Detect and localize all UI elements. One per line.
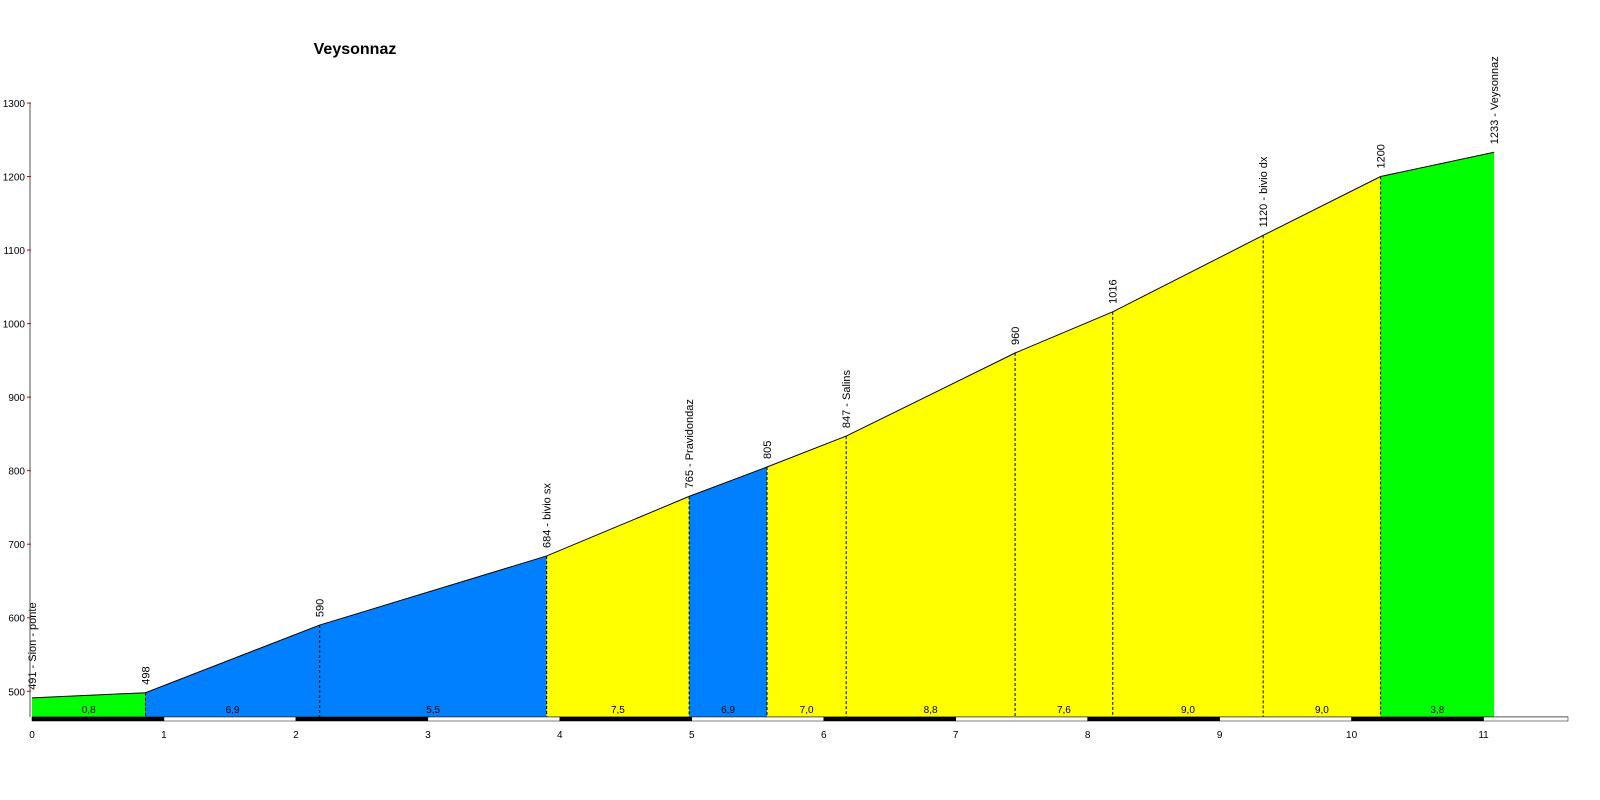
km-ruler xyxy=(559,716,693,722)
km-ruler xyxy=(955,716,1088,722)
x-tick-label: 3 xyxy=(425,730,431,741)
point-label: 491 - Sion - ponte xyxy=(27,602,39,689)
gradient-segment xyxy=(319,555,547,717)
gradient-label: 0,8 xyxy=(82,705,96,716)
x-tick-label: 5 xyxy=(689,730,695,741)
km-ruler xyxy=(295,716,429,722)
km-ruler xyxy=(691,716,825,722)
gradient-segment xyxy=(1015,311,1113,717)
point-label: 590 xyxy=(315,599,327,617)
km-ruler xyxy=(31,716,165,722)
point-label: 960 xyxy=(1010,327,1022,345)
x-tick-label: 10 xyxy=(1346,730,1358,741)
x-tick-label: 9 xyxy=(1217,730,1223,741)
gradient-segment xyxy=(689,466,768,717)
km-ruler xyxy=(427,716,561,722)
y-tick-label: 1000 xyxy=(3,320,26,331)
km-ruler xyxy=(1219,716,1352,722)
y-tick-label: 1100 xyxy=(3,246,25,257)
point-label: 847 - Salins xyxy=(841,370,853,429)
km-ruler xyxy=(1087,716,1220,722)
point-label: 684 - bivio sx xyxy=(542,483,554,548)
gradient-label: 7,6 xyxy=(1057,705,1071,716)
y-tick-label: 700 xyxy=(8,540,25,551)
y-tick-label: 600 xyxy=(8,614,25,625)
point-label: 1120 - bivio dx xyxy=(1258,156,1270,227)
chart-title: Veysonnaz xyxy=(314,41,397,58)
x-tick-label: 0 xyxy=(29,730,35,741)
y-tick-label: 1200 xyxy=(3,173,26,184)
x-tick-label: 7 xyxy=(953,730,959,741)
gradient-segment xyxy=(546,496,690,717)
gradient-label: 8,8 xyxy=(924,705,938,716)
y-tick-label: 900 xyxy=(8,393,25,404)
point-label: 1200 xyxy=(1376,144,1388,168)
x-tick-label: 2 xyxy=(293,730,299,741)
gradient-segment xyxy=(1263,176,1381,717)
gradient-label: 7,0 xyxy=(800,705,814,716)
gradient-segment xyxy=(1112,235,1264,717)
y-tick-label: 1300 xyxy=(3,99,26,110)
km-ruler xyxy=(823,716,956,722)
gradient-label: 9,0 xyxy=(1315,705,1329,716)
gradient-segment xyxy=(767,436,847,717)
gradient-label: 9,0 xyxy=(1181,705,1195,716)
x-tick-label: 11 xyxy=(1478,730,1489,741)
point-label: 805 xyxy=(762,441,774,459)
gradient-segment xyxy=(32,692,146,717)
y-tick-label: 800 xyxy=(8,467,25,478)
point-label: 765 - Pravidondaz xyxy=(684,399,696,488)
gradient-label: 7,5 xyxy=(611,705,625,716)
point-label: 1016 xyxy=(1108,279,1120,303)
km-ruler xyxy=(1351,716,1484,722)
gradient-segment xyxy=(145,625,320,717)
km-ruler xyxy=(163,716,297,722)
point-label: 498 xyxy=(140,666,152,684)
x-tick-label: 1 xyxy=(161,730,167,741)
gradient-label: 5,5 xyxy=(426,705,440,716)
gradient-label: 6,9 xyxy=(721,705,735,716)
km-ruler xyxy=(1483,716,1569,722)
profile-line xyxy=(31,151,1495,699)
gradient-label: 3,8 xyxy=(1430,705,1444,716)
gradient-segment xyxy=(846,353,1016,717)
gradient-label: 6,9 xyxy=(226,705,240,716)
x-tick-label: 6 xyxy=(821,730,827,741)
gradient-segment xyxy=(1380,152,1495,717)
x-tick-label: 8 xyxy=(1085,730,1091,741)
y-tick-label: 500 xyxy=(8,687,25,698)
x-tick-label: 4 xyxy=(557,730,563,741)
point-label: 1233 - Veysonnaz xyxy=(1489,56,1501,144)
